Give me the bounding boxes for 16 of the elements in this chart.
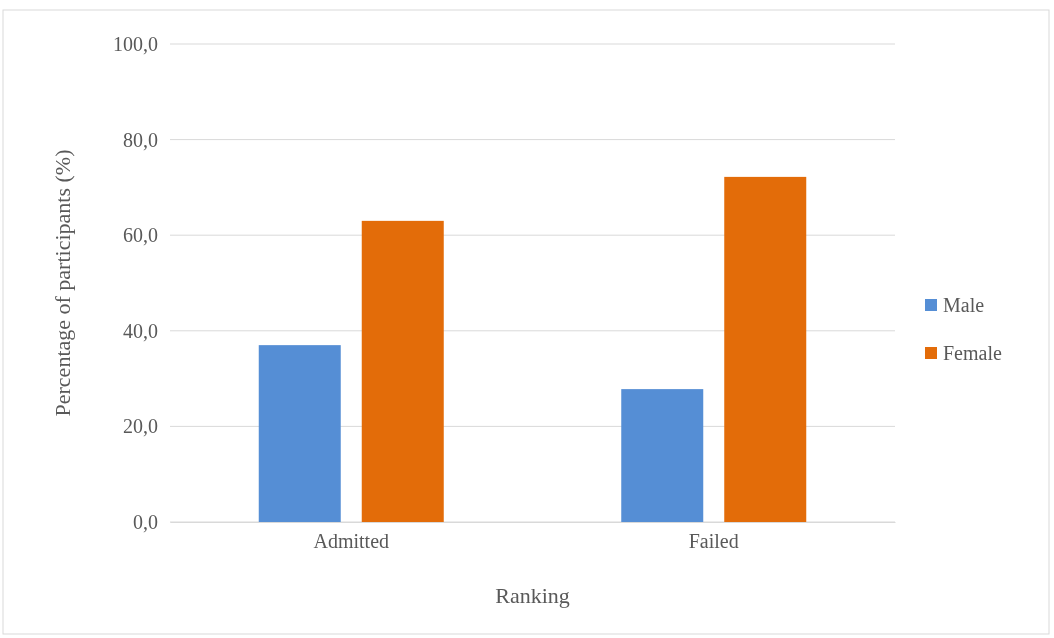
y-tick-label: 20,0 — [123, 415, 158, 438]
bar — [621, 389, 704, 522]
bar — [361, 220, 444, 522]
bar — [258, 345, 341, 522]
x-axis-title: Ranking — [495, 583, 570, 608]
y-tick-label: 40,0 — [123, 319, 158, 342]
y-axis-title: Percentage of participants (%) — [50, 149, 75, 417]
y-tick-label: 100,0 — [113, 32, 158, 55]
legend-label: Male — [943, 294, 985, 316]
y-tick-label: 0,0 — [133, 510, 158, 533]
x-tick-label: Admitted — [313, 530, 390, 553]
legend-label: Female — [943, 342, 1002, 364]
x-tick-label: Failed — [688, 530, 739, 553]
bar — [724, 176, 807, 522]
y-tick-label: 60,0 — [123, 224, 158, 247]
y-tick-label: 80,0 — [123, 128, 158, 151]
